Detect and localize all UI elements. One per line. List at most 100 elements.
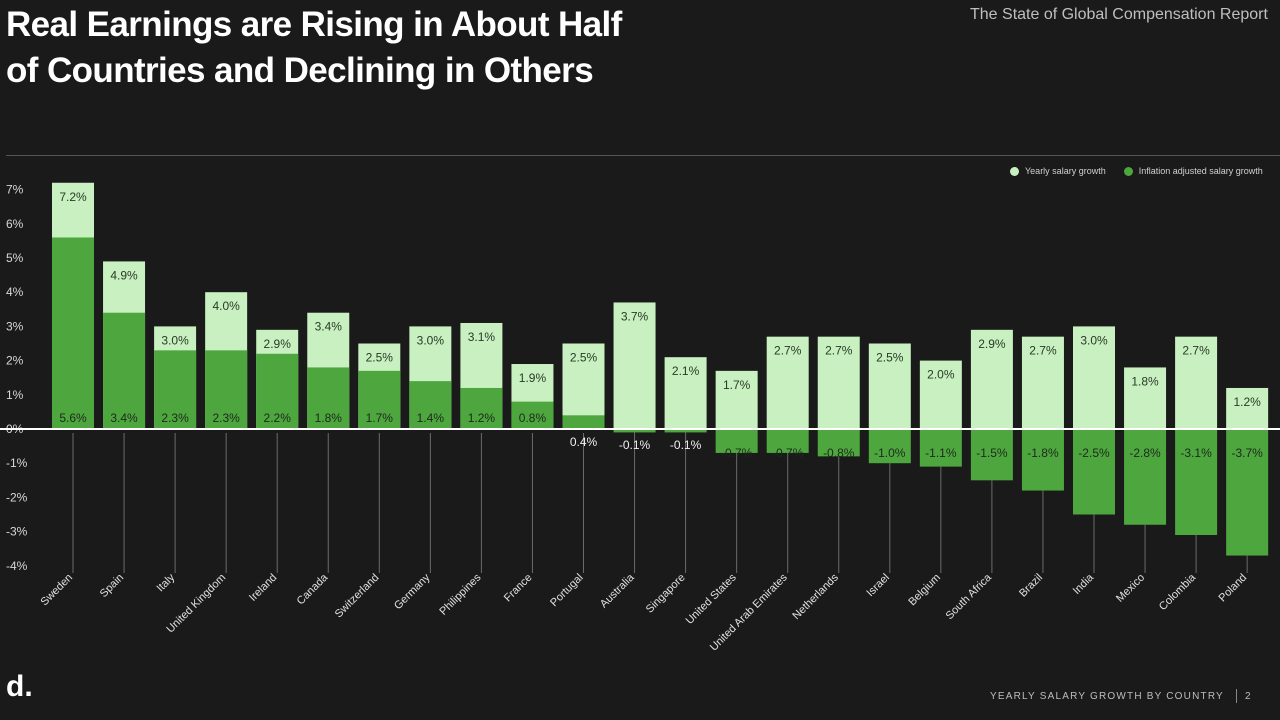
bar-adjusted [1226, 429, 1269, 556]
label-yearly: 3.0% [1080, 333, 1108, 347]
label-adjusted: -3.1% [1180, 446, 1212, 460]
legend-dot-yearly [1010, 166, 1019, 176]
label-yearly: 1.7% [723, 378, 751, 392]
legend-item-yearly: Yearly salary growth [1010, 166, 1106, 176]
bar-adjusted [868, 429, 911, 464]
bar-adjusted [766, 429, 809, 453]
label-yearly: 2.5% [366, 351, 394, 365]
label-adjusted: -0.7% [721, 446, 753, 460]
bar-adjusted [1073, 429, 1115, 515]
bar-adjusted [52, 237, 94, 429]
bar-yearly [1073, 326, 1115, 429]
label-yearly: 1.2% [1233, 395, 1261, 409]
label-adjusted: 5.6% [59, 411, 87, 425]
y-tick-label: 1% [6, 388, 24, 402]
x-category-label: United States [684, 571, 740, 627]
x-category-label: Netherlands [790, 571, 841, 622]
bar-yearly [1175, 336, 1218, 429]
label-adjusted: -0.7% [772, 446, 804, 460]
bar-yearly [715, 370, 758, 429]
label-adjusted: -1.8% [1027, 446, 1059, 460]
report-name: The State of Global Compensation Report [970, 6, 1268, 23]
title-line-2: of Countries and Declining in Others [6, 51, 594, 90]
label-yearly: 1.8% [1131, 374, 1159, 388]
y-tick-label: 2% [6, 354, 24, 368]
x-category-label: India [1071, 571, 1097, 597]
x-category-label: France [502, 572, 535, 605]
y-tick-label: -3% [6, 525, 28, 539]
label-adjusted: 1.7% [366, 411, 394, 425]
bar-adjusted [205, 350, 248, 429]
label-adjusted: 1.8% [315, 411, 343, 425]
brand-logo: d. [6, 670, 33, 703]
bar-adjusted [664, 429, 707, 433]
bar-adjusted [1021, 429, 1064, 491]
label-yearly: 2.0% [927, 368, 955, 382]
bar-adjusted [970, 429, 1013, 481]
bar-adjusted [154, 350, 197, 429]
bar-adjusted [1175, 429, 1218, 536]
bar-yearly [970, 329, 1013, 429]
label-yearly: 2.5% [876, 351, 904, 365]
label-adjusted: -0.8% [823, 446, 855, 460]
footer-separator [1235, 689, 1237, 703]
x-category-label: Canada [295, 571, 331, 607]
y-tick-label: -1% [6, 456, 28, 470]
label-yearly: 1.9% [519, 371, 547, 385]
x-category-label: Colombia [1157, 571, 1199, 613]
y-tick-label: 5% [6, 251, 24, 265]
label-yearly: 7.2% [59, 190, 87, 204]
bar-yearly [1226, 387, 1269, 429]
bar-yearly [817, 336, 860, 429]
label-adjusted: -0.1% [619, 438, 651, 452]
label-yearly: 2.7% [1182, 344, 1210, 358]
x-category-label: Brazil [1017, 572, 1045, 600]
x-category-label: Australia [598, 571, 637, 610]
label-yearly: 3.0% [161, 333, 189, 347]
bar-adjusted [511, 401, 554, 429]
x-category-label: Sweden [39, 572, 76, 609]
page-number: 2 [1244, 690, 1252, 702]
label-adjusted: 1.4% [417, 411, 445, 425]
label-adjusted: 2.3% [161, 411, 189, 425]
bar-adjusted [562, 415, 605, 429]
x-category-label: Germany [392, 571, 433, 612]
x-category-label: Spain [98, 572, 126, 600]
x-category-label: Mexico [1114, 572, 1147, 605]
x-category-label: Poland [1217, 572, 1250, 605]
label-yearly: 2.7% [825, 344, 853, 358]
label-adjusted: 1.2% [468, 411, 496, 425]
bar-yearly [562, 343, 605, 429]
bar-yearly [919, 360, 962, 429]
bar-adjusted [256, 353, 299, 429]
label-yearly: 2.9% [264, 337, 292, 351]
label-yearly: 2.9% [978, 337, 1006, 351]
x-category-label: Singapore [644, 572, 688, 616]
bar-yearly [1124, 367, 1167, 429]
y-tick-label: -4% [6, 559, 28, 573]
label-adjusted: -1.5% [976, 446, 1008, 460]
label-adjusted: 0.4% [570, 435, 598, 449]
label-adjusted: -2.5% [1078, 446, 1110, 460]
label-adjusted: -1.1% [925, 446, 957, 460]
x-category-label: Italy [154, 571, 177, 594]
legend-label-yearly: Yearly salary growth [1025, 166, 1106, 176]
bar-adjusted [919, 429, 962, 467]
bar-adjusted [409, 381, 452, 429]
label-yearly: 2.5% [570, 351, 598, 365]
header-divider [6, 155, 1280, 156]
label-yearly: 4.0% [212, 299, 240, 313]
y-tick-label: 3% [6, 319, 24, 333]
label-adjusted: 0.8% [519, 411, 547, 425]
x-category-label: Israel [864, 572, 892, 600]
footer-caption: YEARLY SALARY GROWTH BY COUNTRY 2 [990, 689, 1280, 703]
label-yearly: 3.1% [468, 330, 496, 344]
label-yearly: 3.4% [315, 320, 343, 334]
label-adjusted: -2.8% [1129, 446, 1161, 460]
legend-label-adjusted: Inflation adjusted salary growth [1138, 166, 1263, 176]
chart-legend: Yearly salary growth Inflation adjusted … [1010, 166, 1280, 176]
label-adjusted: -3.7% [1231, 446, 1263, 460]
label-adjusted: 2.2% [264, 411, 292, 425]
label-yearly: 2.7% [1029, 344, 1057, 358]
title-line-1: Real Earnings are Rising in About Half [6, 5, 622, 44]
